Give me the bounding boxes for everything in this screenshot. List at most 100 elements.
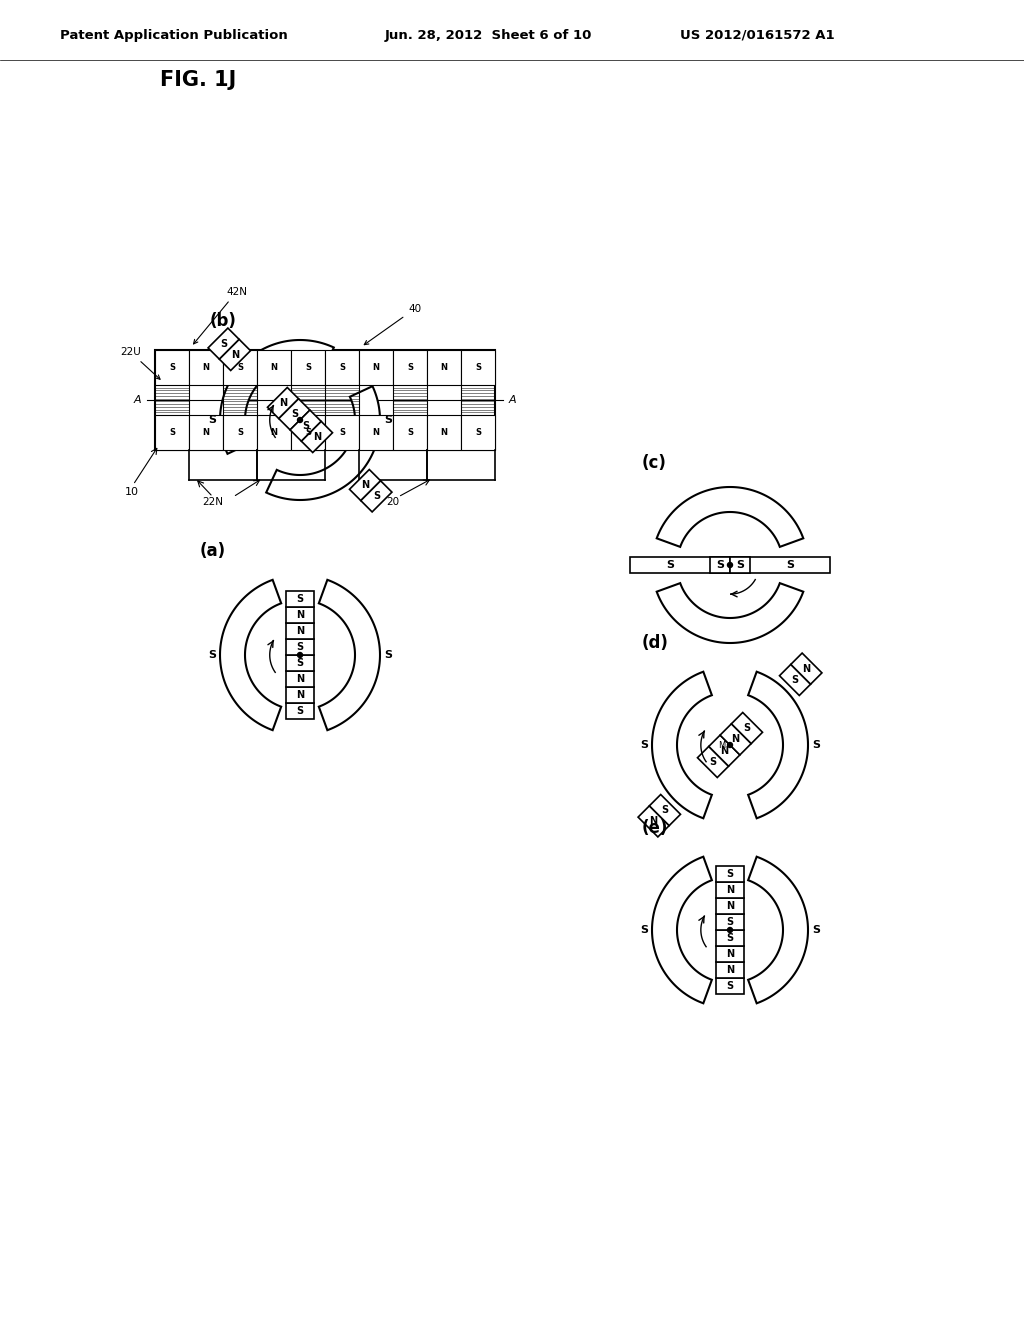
Polygon shape bbox=[360, 480, 392, 512]
Circle shape bbox=[727, 562, 732, 568]
Polygon shape bbox=[267, 388, 299, 418]
Circle shape bbox=[298, 652, 302, 657]
Bar bbox=[223, 350, 257, 385]
Polygon shape bbox=[652, 672, 712, 818]
Polygon shape bbox=[730, 557, 750, 573]
Polygon shape bbox=[731, 713, 763, 743]
Text: S: S bbox=[812, 741, 820, 750]
Text: S: S bbox=[726, 917, 733, 927]
Bar bbox=[461, 350, 495, 385]
Text: S: S bbox=[296, 594, 303, 605]
Text: N: N bbox=[440, 428, 447, 437]
Polygon shape bbox=[720, 723, 752, 755]
Polygon shape bbox=[652, 857, 712, 1003]
Polygon shape bbox=[349, 470, 381, 500]
Text: N: N bbox=[731, 734, 739, 744]
Bar bbox=[291, 414, 325, 450]
Text: 20: 20 bbox=[386, 498, 399, 507]
Text: S: S bbox=[373, 491, 380, 502]
Text: 22U: 22U bbox=[120, 347, 160, 379]
Text: Patent Application Publication: Patent Application Publication bbox=[60, 29, 288, 41]
Text: 40: 40 bbox=[365, 304, 421, 345]
Polygon shape bbox=[301, 421, 333, 453]
Text: S: S bbox=[208, 414, 216, 425]
Text: N: N bbox=[373, 363, 380, 372]
Polygon shape bbox=[749, 857, 808, 1003]
Text: N: N bbox=[803, 664, 810, 673]
Text: (e): (e) bbox=[642, 818, 669, 837]
Text: A: A bbox=[509, 395, 517, 405]
Polygon shape bbox=[286, 686, 314, 704]
Text: S: S bbox=[305, 428, 311, 437]
Bar bbox=[461, 414, 495, 450]
Bar bbox=[359, 414, 393, 450]
Polygon shape bbox=[286, 704, 314, 719]
Text: N: N bbox=[726, 884, 734, 895]
Bar bbox=[630, 557, 830, 573]
Text: S: S bbox=[384, 414, 392, 425]
Bar bbox=[427, 414, 461, 450]
Circle shape bbox=[298, 417, 302, 422]
Polygon shape bbox=[208, 329, 240, 359]
Text: S: S bbox=[169, 428, 175, 437]
Polygon shape bbox=[266, 387, 380, 500]
Text: S: S bbox=[726, 933, 733, 942]
Text: N: N bbox=[726, 949, 734, 960]
Text: S: S bbox=[475, 428, 481, 437]
Text: S: S bbox=[296, 657, 303, 668]
Bar bbox=[393, 350, 427, 385]
Polygon shape bbox=[286, 623, 314, 639]
Text: S: S bbox=[475, 363, 481, 372]
Bar bbox=[257, 414, 291, 450]
Text: S: S bbox=[407, 363, 413, 372]
Bar bbox=[257, 350, 291, 385]
Text: S: S bbox=[716, 560, 724, 570]
Polygon shape bbox=[286, 607, 314, 623]
Polygon shape bbox=[716, 978, 744, 994]
Text: S: S bbox=[302, 421, 309, 430]
Text: N: N bbox=[720, 746, 728, 755]
Polygon shape bbox=[286, 591, 314, 607]
Text: S: S bbox=[291, 409, 298, 420]
Bar bbox=[393, 414, 427, 450]
Text: N: N bbox=[270, 363, 278, 372]
Text: N: N bbox=[649, 816, 657, 826]
Text: N: N bbox=[726, 902, 734, 911]
Text: S: S bbox=[743, 723, 751, 733]
Circle shape bbox=[727, 742, 732, 747]
Text: S: S bbox=[305, 363, 311, 372]
Text: S: S bbox=[296, 706, 303, 715]
Polygon shape bbox=[656, 487, 803, 546]
Text: A: A bbox=[133, 395, 141, 405]
Polygon shape bbox=[220, 579, 282, 730]
Text: S: S bbox=[208, 649, 216, 660]
Bar bbox=[189, 350, 223, 385]
Polygon shape bbox=[318, 579, 380, 730]
Bar bbox=[155, 414, 189, 450]
Polygon shape bbox=[716, 946, 744, 962]
Text: S: S bbox=[736, 560, 744, 570]
Text: S: S bbox=[169, 363, 175, 372]
Polygon shape bbox=[286, 671, 314, 686]
Text: N: N bbox=[230, 350, 239, 360]
Text: N: N bbox=[279, 399, 287, 408]
Polygon shape bbox=[716, 866, 744, 882]
Text: FIG. 1J: FIG. 1J bbox=[160, 70, 237, 90]
Text: (a): (a) bbox=[200, 543, 226, 560]
Text: S: S bbox=[726, 869, 733, 879]
Text: N: N bbox=[296, 626, 304, 636]
Text: N: N bbox=[203, 428, 210, 437]
Polygon shape bbox=[656, 583, 803, 643]
Polygon shape bbox=[697, 746, 729, 777]
Text: 42N: 42N bbox=[194, 286, 247, 345]
Bar bbox=[359, 350, 393, 385]
Text: S: S bbox=[786, 560, 794, 570]
Bar bbox=[155, 350, 495, 450]
Bar bbox=[427, 350, 461, 385]
Text: Jun. 28, 2012  Sheet 6 of 10: Jun. 28, 2012 Sheet 6 of 10 bbox=[385, 29, 592, 41]
Circle shape bbox=[727, 928, 732, 932]
Text: M: M bbox=[719, 741, 726, 750]
Polygon shape bbox=[716, 882, 744, 898]
Text: S: S bbox=[640, 925, 648, 935]
Polygon shape bbox=[219, 339, 251, 371]
